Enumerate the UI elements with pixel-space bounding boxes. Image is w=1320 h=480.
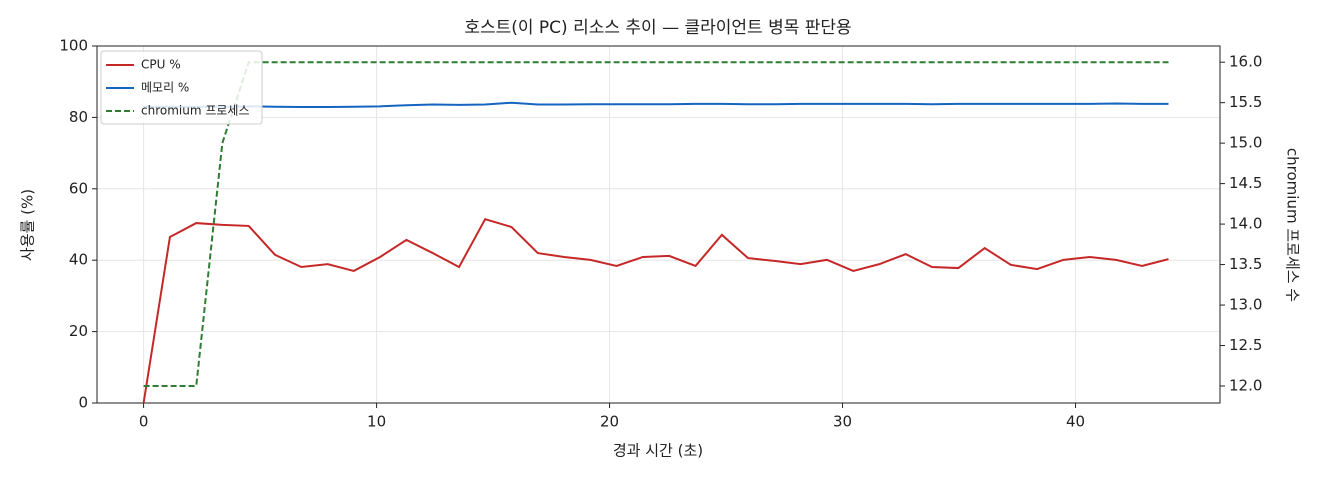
legend-label: CPU % bbox=[141, 58, 181, 72]
y2-tick-label: 15.5 bbox=[1229, 93, 1262, 111]
series-line bbox=[142, 217, 1169, 404]
y2-tick-label: 13.5 bbox=[1229, 255, 1262, 273]
y2-tick-label: 13.0 bbox=[1229, 296, 1262, 314]
y-tick-label: 80 bbox=[69, 108, 88, 126]
y2-tick-label: 12.5 bbox=[1229, 336, 1262, 354]
y2-axis-label: chromium 프로세스 수 bbox=[1284, 148, 1302, 302]
x-tick-label: 0 bbox=[139, 413, 149, 431]
series-line bbox=[143, 101, 1169, 109]
x-tick-label: 40 bbox=[1066, 413, 1085, 431]
y-tick-label: 0 bbox=[78, 394, 88, 412]
y-tick-label: 20 bbox=[69, 322, 88, 340]
y2-tick-label: 12.0 bbox=[1229, 377, 1262, 395]
y2-tick-label: 16.0 bbox=[1229, 53, 1262, 71]
legend-label: 메모리 % bbox=[141, 81, 189, 95]
x-axis-label: 경과 시간 (초) bbox=[613, 442, 703, 460]
chart-title: 호스트(이 PC) 리소스 추이 — 클라이언트 병목 판단용 bbox=[464, 18, 851, 38]
legend-box bbox=[100, 50, 263, 125]
plot-frame bbox=[96, 45, 1221, 404]
x-tick-label: 10 bbox=[367, 413, 386, 431]
series-line bbox=[143, 61, 1169, 387]
legend: CPU % 메모리 % chromium 프로세스 bbox=[100, 50, 263, 125]
y-axis-label: 사용률 (%) bbox=[19, 189, 37, 261]
y-tick-label: 60 bbox=[69, 179, 88, 197]
y2-tick-label: 15.0 bbox=[1229, 134, 1262, 152]
x-tick-label: 20 bbox=[600, 413, 619, 431]
y-tick-label: 40 bbox=[69, 251, 88, 269]
x-tick-label: 30 bbox=[833, 413, 852, 431]
y2-tick-label: 14.5 bbox=[1229, 174, 1262, 192]
legend-label: chromium 프로세스 bbox=[141, 104, 250, 118]
y2-tick-label: 14.0 bbox=[1229, 215, 1262, 233]
y-tick-label: 100 bbox=[59, 37, 88, 55]
